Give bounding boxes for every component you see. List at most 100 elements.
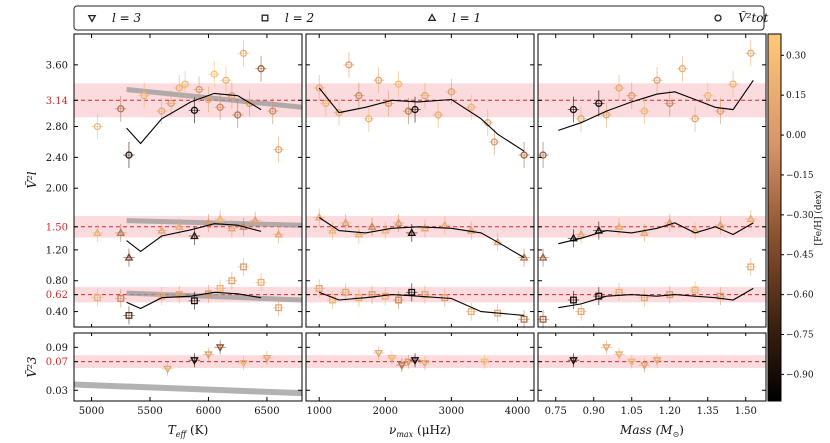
point-tot-3 — [595, 99, 603, 108]
xtick-label-3: 1.20 — [659, 406, 681, 417]
ytick-label-top-4: 1.20 — [46, 245, 68, 256]
point-l1-1 — [116, 228, 126, 236]
model-track-l3 — [73, 381, 303, 397]
point-l1-6 — [665, 218, 675, 226]
point-tot-7 — [384, 99, 393, 108]
point-l2-7 — [408, 288, 416, 296]
xtick-label-1: 2000 — [373, 406, 398, 417]
point-l1-0 — [314, 212, 324, 221]
point-tot-6 — [628, 92, 636, 100]
trend-line-l2 — [558, 287, 754, 309]
xtick-label-4: 1.35 — [697, 406, 719, 417]
point-l1-6 — [394, 218, 403, 226]
point-tot-7 — [640, 107, 649, 115]
point-tot-13 — [234, 111, 242, 119]
point-l1-7 — [215, 214, 225, 223]
point-l3-4 — [410, 357, 420, 365]
point-l3-4 — [640, 362, 649, 370]
point-tot-1 — [569, 105, 578, 114]
point-tot-0 — [539, 151, 547, 159]
ytick-label-bottom-1: 0.03 — [46, 386, 68, 397]
colorbar-tick-label-1: 0.15 — [786, 91, 806, 101]
point-tot-8 — [653, 76, 661, 84]
point-l3-3 — [404, 358, 413, 367]
point-tot-12 — [704, 92, 712, 100]
point-l2-9 — [747, 263, 755, 271]
panel-mass: 0.75 0.90 1.05 1.20 1.35 1.50 Mass (M⊙) — [537, 33, 767, 439]
colorbar-tick-label-7: −0.75 — [786, 331, 814, 341]
colorbar-tick-label-0: 0.30 — [786, 51, 806, 61]
xlabel-numax: νmax (μHz) — [389, 423, 451, 439]
colorbar-label: [Fe/H] (dex) — [813, 190, 824, 245]
point-l1-8 — [227, 223, 237, 232]
point-tot-3 — [345, 61, 353, 69]
point-l2-2 — [577, 308, 585, 316]
model-track-l1 — [126, 218, 303, 228]
point-l3-5 — [262, 355, 272, 363]
legend-label-l2: l = 2 — [285, 11, 314, 25]
trend-line-l1 — [126, 223, 262, 253]
point-tot-15 — [245, 99, 254, 108]
colorbar-tick-label-6: −0.60 — [786, 291, 814, 301]
point-tot-13 — [447, 88, 456, 96]
panel-teff: 5000 5500 6000 6500 Teff (K) — [73, 33, 303, 439]
colorbar-tick-label-3: −0.15 — [786, 171, 814, 181]
point-tot-12 — [434, 111, 442, 119]
point-tot-11 — [222, 76, 230, 84]
point-tot-3 — [158, 107, 166, 115]
legend-label-tot: Ṽ²tot — [738, 10, 769, 25]
ytick-label-bottom-red-0: 0.07 — [46, 357, 68, 368]
colorbar-tick-label-2: 0.00 — [786, 131, 806, 141]
point-l2-9 — [240, 263, 247, 271]
point-l2-12 — [520, 315, 528, 323]
trend-line-l2 — [319, 291, 525, 316]
point-tot-14 — [467, 103, 475, 111]
ytick-label-red-1: 1.50 — [46, 222, 68, 233]
point-l1-2 — [576, 229, 586, 238]
frame-bottom — [73, 332, 303, 402]
point-tot-19 — [181, 80, 189, 88]
point-l2-10 — [467, 308, 475, 316]
point-l1-4 — [367, 222, 377, 230]
point-l3-3 — [215, 344, 225, 353]
point-tot-18 — [140, 92, 148, 100]
point-l2-7 — [691, 286, 699, 294]
legend-marker-l2 — [261, 14, 269, 22]
point-l2-1 — [570, 296, 577, 304]
y-axis-labels: 3.60 2.80 2.40 2.00 1.20 0.80 0.40 3.14 1.50 0.62… — [24, 60, 68, 396]
point-l1-4 — [614, 222, 624, 230]
point-tot-4 — [167, 99, 175, 108]
frame-top — [305, 33, 535, 328]
point-l2-2 — [125, 311, 133, 319]
point-tot-1 — [117, 105, 125, 113]
ylabel-bottom: Ṽ²3 — [24, 356, 39, 377]
point-l2-8 — [716, 292, 724, 300]
point-tot-1 — [322, 99, 330, 108]
xtick-label-0: 0.75 — [545, 406, 567, 417]
trend-line-l1 — [558, 222, 754, 245]
legend-box — [73, 5, 765, 31]
point-l2-5 — [190, 297, 198, 305]
point-l3-2 — [397, 362, 407, 370]
point-tot-20 — [269, 107, 277, 115]
ytick-label-top-1: 2.80 — [46, 122, 68, 133]
point-tot-4 — [355, 92, 363, 100]
xtick-label-2: 6000 — [196, 406, 221, 417]
point-l1-1 — [569, 233, 578, 242]
point-l2-0 — [315, 284, 323, 292]
point-l3-6 — [480, 358, 489, 367]
point-tot-10 — [216, 103, 224, 111]
ytick-label-red-2: 0.62 — [46, 290, 68, 301]
frame-top — [537, 33, 767, 328]
point-tot-2 — [125, 151, 133, 159]
point-tot-4 — [602, 111, 611, 119]
ytick-label-top-3: 2.00 — [46, 184, 68, 195]
point-tot-5 — [175, 84, 183, 92]
frame-top — [73, 33, 303, 328]
point-l3-0 — [374, 349, 383, 358]
frame-bottom — [537, 332, 767, 402]
point-tot-2 — [577, 115, 585, 123]
point-l1-8 — [420, 223, 430, 232]
point-l1-0 — [538, 252, 548, 261]
